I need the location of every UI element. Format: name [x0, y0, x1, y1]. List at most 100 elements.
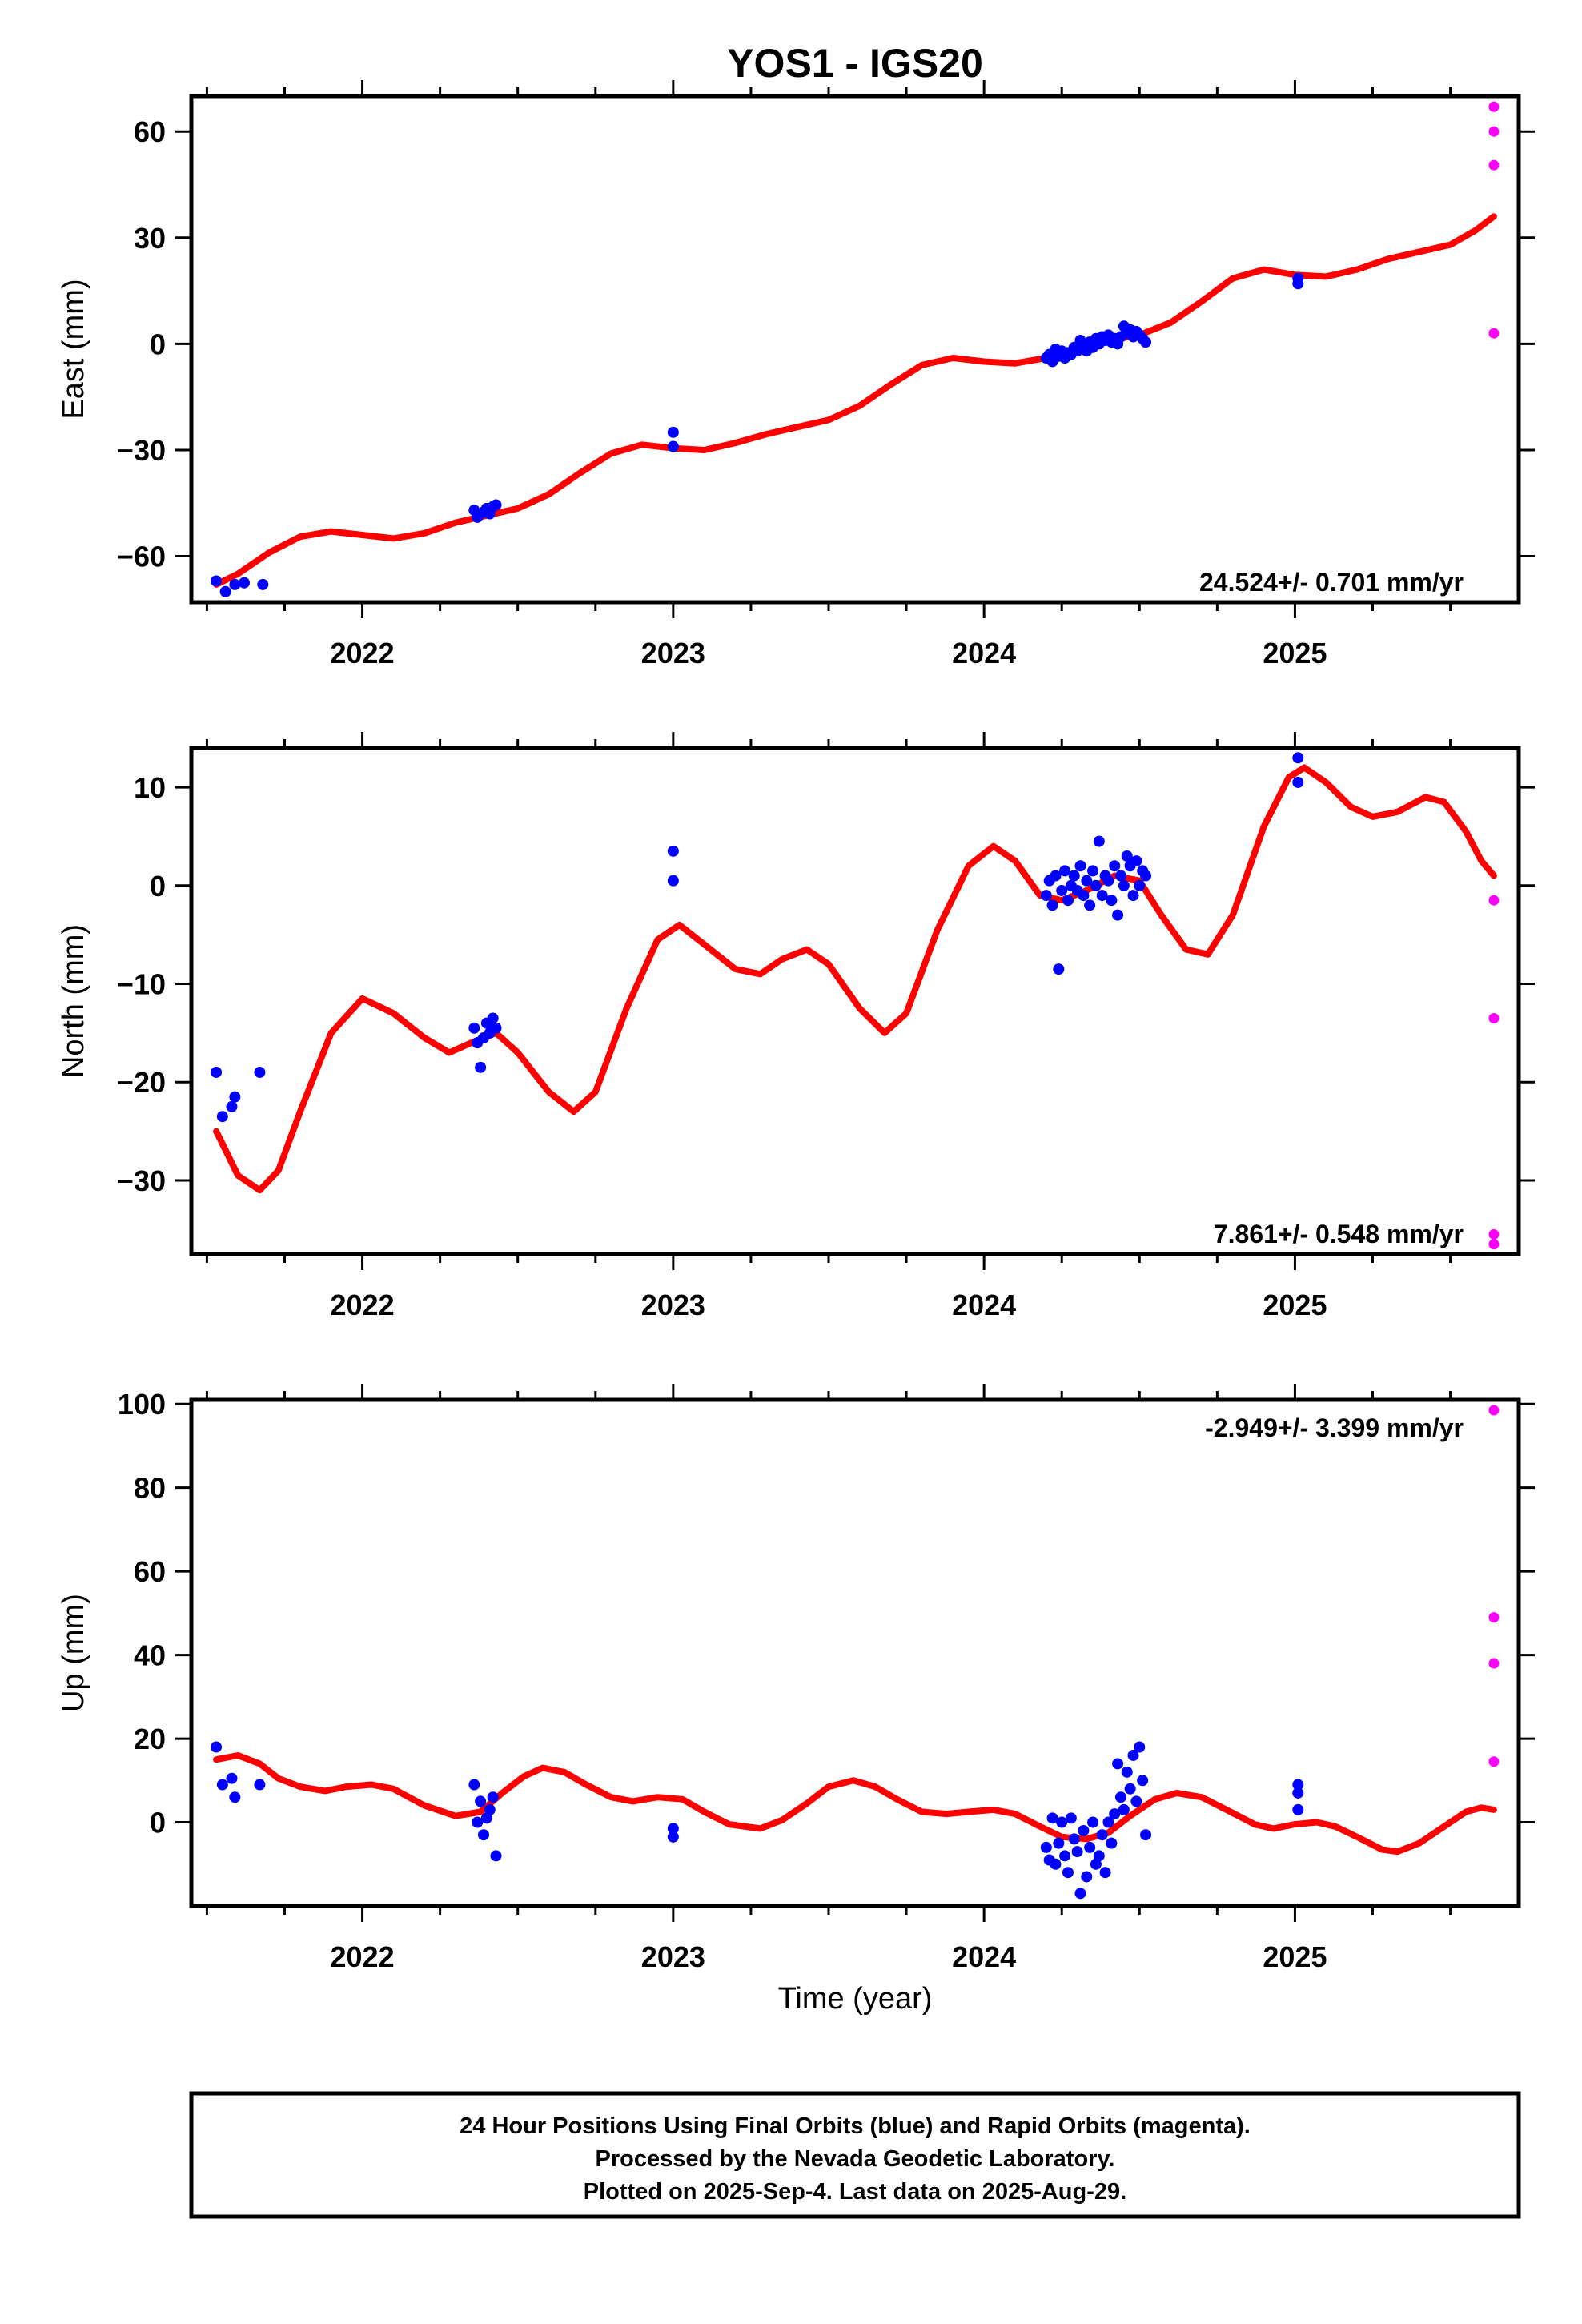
data-layer-east: [211, 101, 1500, 597]
final-point: [1292, 1779, 1304, 1791]
footer-line-1: 24 Hour Positions Using Final Orbits (bl…: [460, 2113, 1251, 2139]
final-point: [1087, 865, 1099, 877]
rapid-point: [1488, 126, 1500, 137]
final-point: [1292, 1787, 1304, 1799]
x-tick-label: 2023: [641, 1940, 705, 1973]
y-axis-title-up: Up (mm): [57, 1594, 90, 1712]
x-tick-label: 2025: [1263, 1289, 1327, 1321]
final-point: [1140, 870, 1152, 882]
x-tick-label: 2024: [952, 637, 1016, 669]
final-point: [1292, 272, 1304, 284]
rapid-point: [1488, 101, 1500, 112]
final-point: [254, 1066, 266, 1078]
final-point: [1096, 1829, 1108, 1841]
plot-frame-up: [189, 1397, 1521, 1908]
chart-panels: 2022 2023 2024 2025 60 30 0 −30 −60 East (mm) 24.5…: [57, 80, 1535, 1973]
final-point: [667, 440, 679, 452]
y-tick-label: 60: [134, 115, 166, 148]
final-point: [1053, 963, 1065, 975]
final-point: [226, 1100, 238, 1112]
final-point: [1056, 1816, 1068, 1828]
final-point: [490, 1022, 502, 1034]
final-point: [468, 1022, 480, 1034]
final-point: [1078, 890, 1090, 902]
final-point: [1071, 1846, 1083, 1858]
rapid-point: [1488, 328, 1500, 339]
final-point: [1118, 879, 1130, 891]
final-point: [216, 1111, 228, 1123]
final-point: [1124, 1783, 1136, 1795]
footer-line-2: Processed by the Nevada Geodetic Laborat…: [596, 2146, 1115, 2172]
final-point: [211, 1066, 223, 1078]
final-point: [1112, 1758, 1124, 1770]
y-tick-label: 100: [118, 1388, 166, 1421]
rate-label-up: -2.949+/- 3.399 mm/yr: [1205, 1413, 1464, 1442]
final-point: [487, 1791, 499, 1803]
final-point: [1050, 870, 1062, 882]
final-point: [667, 845, 679, 857]
final-point: [1114, 870, 1126, 882]
x-tick-label: 2024: [952, 1289, 1016, 1321]
final-point: [1102, 875, 1114, 887]
data-layer-north: [211, 752, 1500, 1250]
final-point: [1109, 1808, 1121, 1820]
y-tick-label: −20: [117, 1066, 166, 1099]
final-point: [229, 1791, 241, 1803]
final-point: [1130, 855, 1142, 867]
y-tick-label: 0: [150, 328, 166, 360]
final-point: [1099, 1867, 1111, 1879]
final-point: [216, 1779, 228, 1791]
final-point: [1059, 1850, 1071, 1862]
final-point: [1065, 1812, 1077, 1824]
final-point: [219, 585, 231, 597]
x-tick-label: 2023: [641, 1289, 705, 1321]
final-point: [487, 1012, 499, 1024]
final-point: [1093, 1850, 1105, 1862]
x-tick-label: 2024: [952, 1940, 1016, 1973]
final-point: [477, 1829, 489, 1841]
final-point: [211, 1741, 223, 1753]
final-point: [667, 426, 679, 438]
y-tick-label: −60: [117, 541, 166, 573]
final-point: [667, 1823, 679, 1835]
x-tick-label: 2022: [331, 1940, 395, 1973]
final-point: [1074, 1888, 1086, 1900]
rapid-point: [1488, 1405, 1500, 1416]
rapid-point: [1488, 1612, 1500, 1623]
y-tick-label: 0: [150, 870, 166, 903]
x-tick-label: 2025: [1263, 637, 1327, 669]
final-point: [1130, 1795, 1142, 1807]
final-point: [475, 1061, 487, 1073]
final-point: [1292, 1803, 1304, 1815]
final-point: [1093, 835, 1105, 847]
final-point: [1068, 870, 1080, 882]
final-point: [1140, 1829, 1152, 1841]
final-point: [1046, 1812, 1058, 1824]
final-point: [1106, 895, 1118, 907]
final-point: [1121, 850, 1133, 862]
final-point: [1040, 890, 1052, 902]
rapid-point: [1488, 159, 1500, 171]
rapid-point: [1488, 1239, 1500, 1250]
final-point: [1059, 865, 1071, 877]
final-point: [1118, 1803, 1130, 1815]
final-point: [1096, 890, 1108, 902]
rapid-point: [1488, 895, 1500, 906]
final-point: [229, 578, 241, 590]
final-point: [226, 1772, 238, 1784]
final-point: [229, 1091, 241, 1103]
data-layer-up: [211, 1405, 1500, 1900]
panel-up: 2022 2023 2024 2025 100 80 60 40 20 0 Up (mm) -2.94…: [57, 1384, 1535, 1973]
y-tick-label: 30: [134, 222, 166, 255]
final-point: [1127, 1749, 1139, 1761]
footer-line-3: Plotted on 2025-Sep-4. Last data on 2025…: [584, 2179, 1126, 2205]
final-point: [1134, 1741, 1146, 1753]
x-tick-label: 2022: [331, 637, 395, 669]
rapid-point: [1488, 1756, 1500, 1767]
rapid-point: [1488, 1012, 1500, 1023]
x-axis-title: Time (year): [778, 1982, 933, 2016]
final-point: [1084, 1841, 1096, 1853]
final-point: [1137, 1775, 1149, 1787]
final-point: [1121, 1766, 1133, 1778]
